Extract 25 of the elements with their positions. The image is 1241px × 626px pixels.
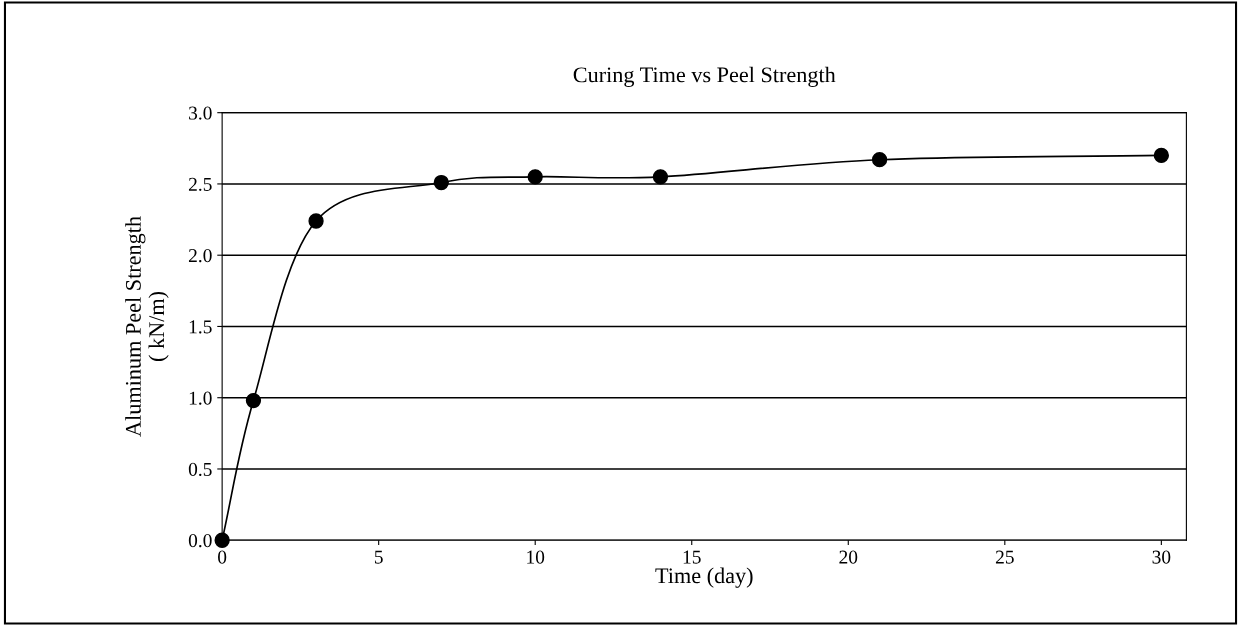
x-tick-label: 10 bbox=[527, 550, 545, 564]
y-tick-label: 2.0 bbox=[188, 249, 212, 263]
point bbox=[1153, 147, 1169, 164]
point bbox=[433, 174, 449, 191]
y-tick-label: 3.0 bbox=[189, 106, 212, 120]
point bbox=[871, 152, 888, 168]
point bbox=[214, 532, 230, 548]
y-axis-title: Aluminum Peel Strength ( kN/m) bbox=[125, 216, 169, 437]
point bbox=[308, 213, 324, 229]
chart-title: Curing Time vs Peel Strength bbox=[573, 66, 836, 87]
point bbox=[245, 392, 262, 409]
y-tick-label: 1.0 bbox=[189, 391, 212, 405]
y-tick-label: 1.5 bbox=[189, 320, 212, 334]
point bbox=[527, 169, 543, 185]
x-tick-label: 0 bbox=[218, 550, 227, 564]
x-tick-label: 25 bbox=[995, 550, 1014, 564]
point bbox=[652, 169, 669, 185]
y-tick-label: 0.0 bbox=[188, 534, 212, 548]
y-tick-label: 0.5 bbox=[188, 462, 212, 476]
x-axis-title: Time (day) bbox=[655, 567, 753, 588]
x-tick-label: 30 bbox=[1152, 550, 1171, 564]
y-tick-label: 2.5 bbox=[188, 177, 212, 191]
x-tick-label: 5 bbox=[374, 550, 383, 564]
x-tick-label: 20 bbox=[839, 550, 858, 564]
x-tick-label: 15 bbox=[683, 550, 701, 564]
